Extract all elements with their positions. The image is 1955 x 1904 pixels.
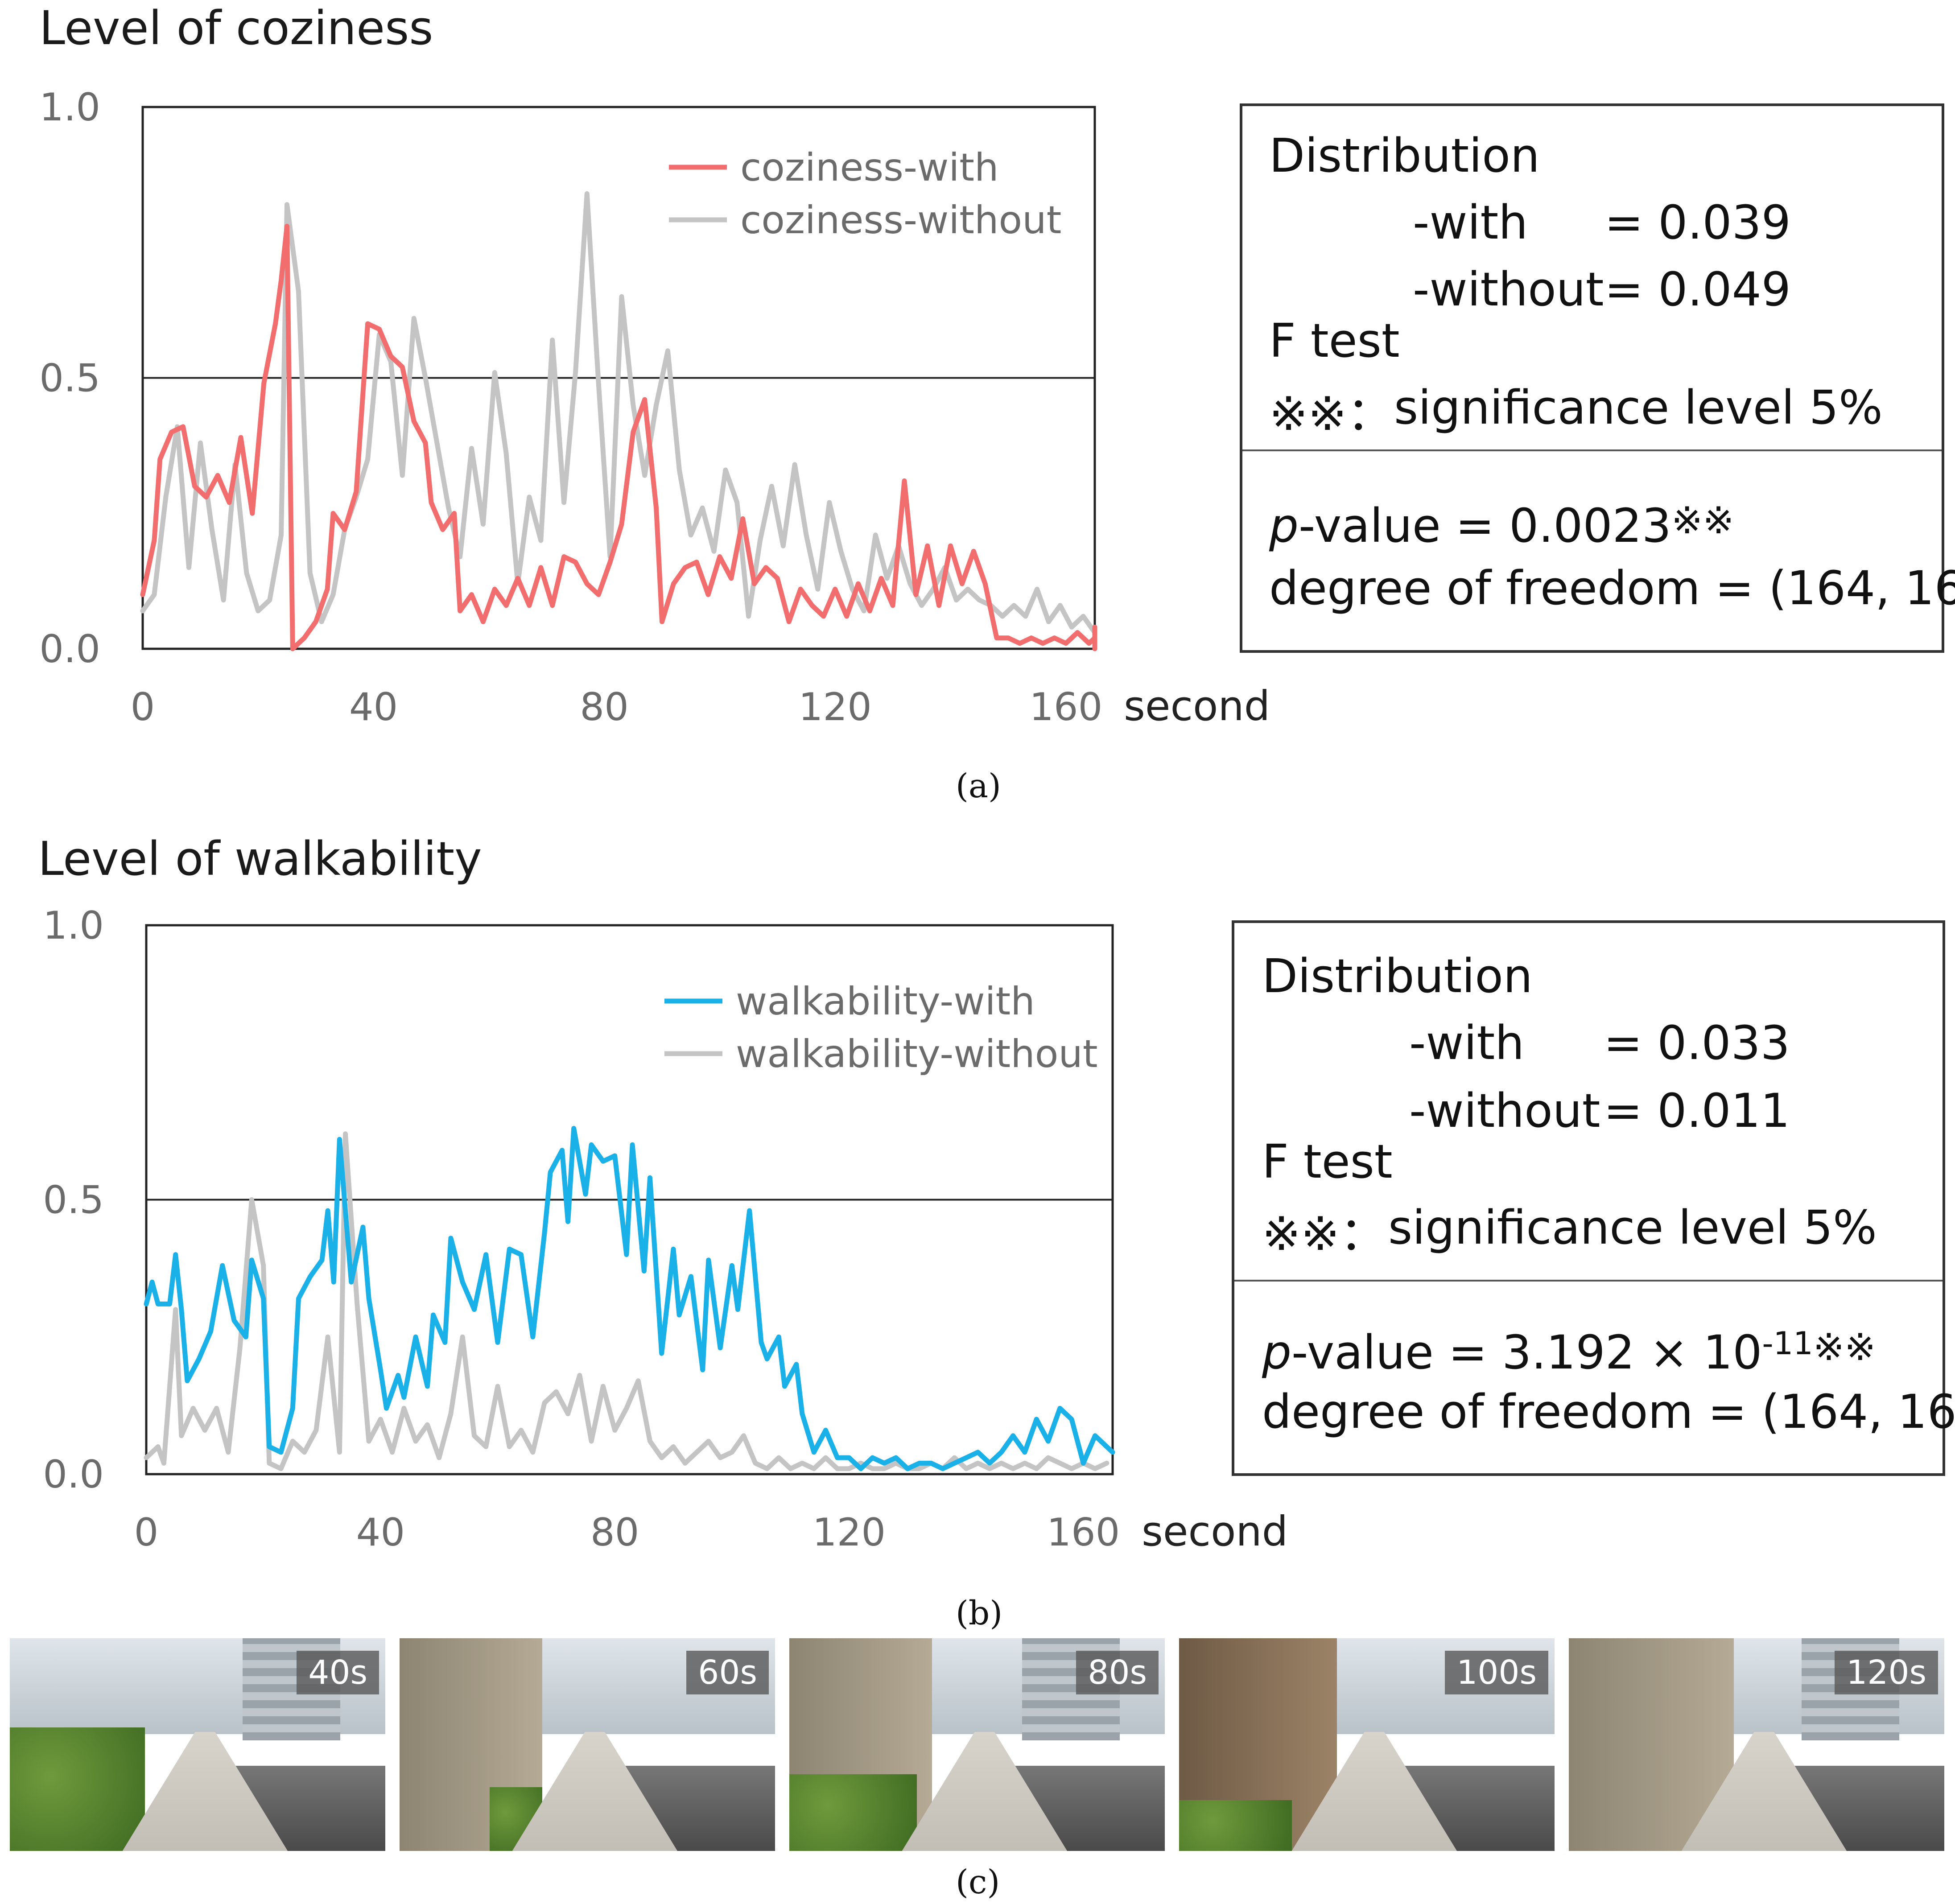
distribution-label: Distribution	[1269, 128, 1540, 183]
chart-title-walkability: Level of walkability	[38, 832, 482, 886]
street-photo-40s: 40s	[10, 1638, 385, 1851]
street-photo-100s: 100s	[1179, 1638, 1555, 1851]
y-tick-label: 0.5	[43, 1178, 104, 1223]
y-tick-label: 1.0	[39, 85, 100, 130]
p-value: p-value = 0.0023※※	[1269, 499, 1734, 553]
photo-time-label: 100s	[1445, 1651, 1548, 1694]
y-tick-label: 0.5	[39, 356, 100, 401]
street-photo-60s: 60s	[400, 1638, 775, 1851]
x-tick-label: 120	[799, 685, 872, 729]
degree-of-freedom: degree of freedom = (164, 164)	[1269, 561, 1955, 615]
without-label: -without	[1409, 1084, 1600, 1138]
with-value: = 0.039	[1604, 195, 1791, 250]
without-value: = 0.049	[1604, 262, 1791, 317]
caption-c: (c)	[956, 1863, 1000, 1901]
significance-marks: ※※：	[1269, 387, 1394, 441]
x-tick-label: 0	[134, 1510, 159, 1555]
photo-hedge	[1179, 1800, 1292, 1851]
without-value: = 0.011	[1604, 1084, 1790, 1138]
y-tick-label: 1.0	[43, 903, 104, 948]
x-tick-label: 160	[1047, 1510, 1120, 1555]
p-value-exponent: -11	[1762, 1325, 1813, 1362]
stats-divider	[1242, 449, 1942, 451]
coziness-stats-box: Distribution -with = 0.039 -without = 0.…	[1240, 103, 1955, 653]
x-axis-label: second	[1124, 682, 1266, 730]
significance-marks: ※※：	[1262, 1207, 1386, 1261]
x-tick-label: 40	[356, 1510, 405, 1555]
walkability-line-chart: 0.0 0.5 1.0 0 40 80 120 160 second walkability-wi…	[43, 903, 1284, 1555]
distribution-label: Distribution	[1262, 949, 1533, 1003]
y-tick-label: 0.0	[39, 627, 100, 672]
legend-label-coziness-with: coziness-with	[740, 145, 998, 190]
legend-label-walkability-without: walkability-without	[736, 1032, 1098, 1076]
photo-hedge	[10, 1727, 145, 1851]
p-value-marks: ※※	[1813, 1325, 1876, 1369]
p-italic: p	[1262, 1325, 1292, 1380]
without-label: -without	[1413, 262, 1604, 317]
p-value-text: -value = 0.0023	[1299, 499, 1671, 553]
chart-title-coziness: Level of coziness	[39, 1, 433, 55]
street-photo-120s: 120s	[1569, 1638, 1944, 1851]
degree-of-freedom: degree of freedom = (164, 164)	[1262, 1385, 1955, 1439]
significance-text: significance level 5%	[1388, 1200, 1877, 1255]
caption-b: (b)	[956, 1594, 1003, 1632]
series-line-coziness-with	[140, 223, 1097, 651]
x-tick-label: 40	[349, 685, 398, 729]
x-tick-label: 80	[580, 685, 628, 729]
with-value: = 0.033	[1604, 1016, 1790, 1070]
photo-time-label: 60s	[686, 1651, 769, 1694]
ftest-label: F test	[1262, 1134, 1393, 1189]
caption-a: (a)	[956, 767, 1001, 805]
photo-hedge	[789, 1774, 917, 1851]
stats-divider	[1234, 1280, 1943, 1282]
with-label: -with	[1413, 195, 1528, 250]
p-italic: p	[1269, 499, 1299, 553]
street-photo-80s: 80s	[789, 1638, 1165, 1851]
series-line-walkability-with	[144, 1126, 1115, 1471]
ftest-label: F test	[1269, 313, 1400, 368]
p-value: p-value = 3.192 × 10-11※※	[1262, 1325, 1876, 1380]
x-axis-label: second	[1142, 1508, 1284, 1555]
x-tick-label: 120	[813, 1510, 886, 1555]
y-tick-label: 0.0	[43, 1452, 104, 1497]
photo-time-label: 80s	[1076, 1651, 1159, 1694]
photo-time-label: 120s	[1835, 1651, 1938, 1694]
walkability-stats-box: Distribution -with = 0.033 -without = 0.…	[1232, 920, 1955, 1476]
legend-label-coziness-without: coziness-without	[740, 198, 1061, 243]
p-value-marks: ※※	[1671, 499, 1734, 542]
x-tick-label: 160	[1029, 685, 1102, 729]
legend-label-walkability-with: walkability-with	[736, 979, 1035, 1024]
p-value-text: -value = 3.192 × 10	[1291, 1325, 1762, 1380]
photo-time-label: 40s	[297, 1651, 379, 1694]
with-label: -with	[1409, 1016, 1525, 1070]
significance-text: significance level 5%	[1394, 380, 1883, 435]
x-tick-label: 80	[590, 1510, 639, 1555]
coziness-line-chart: 0.0 0.5 1.0 0 40 80 120 160 second coziness-with c…	[39, 85, 1266, 730]
x-tick-label: 0	[131, 685, 155, 729]
